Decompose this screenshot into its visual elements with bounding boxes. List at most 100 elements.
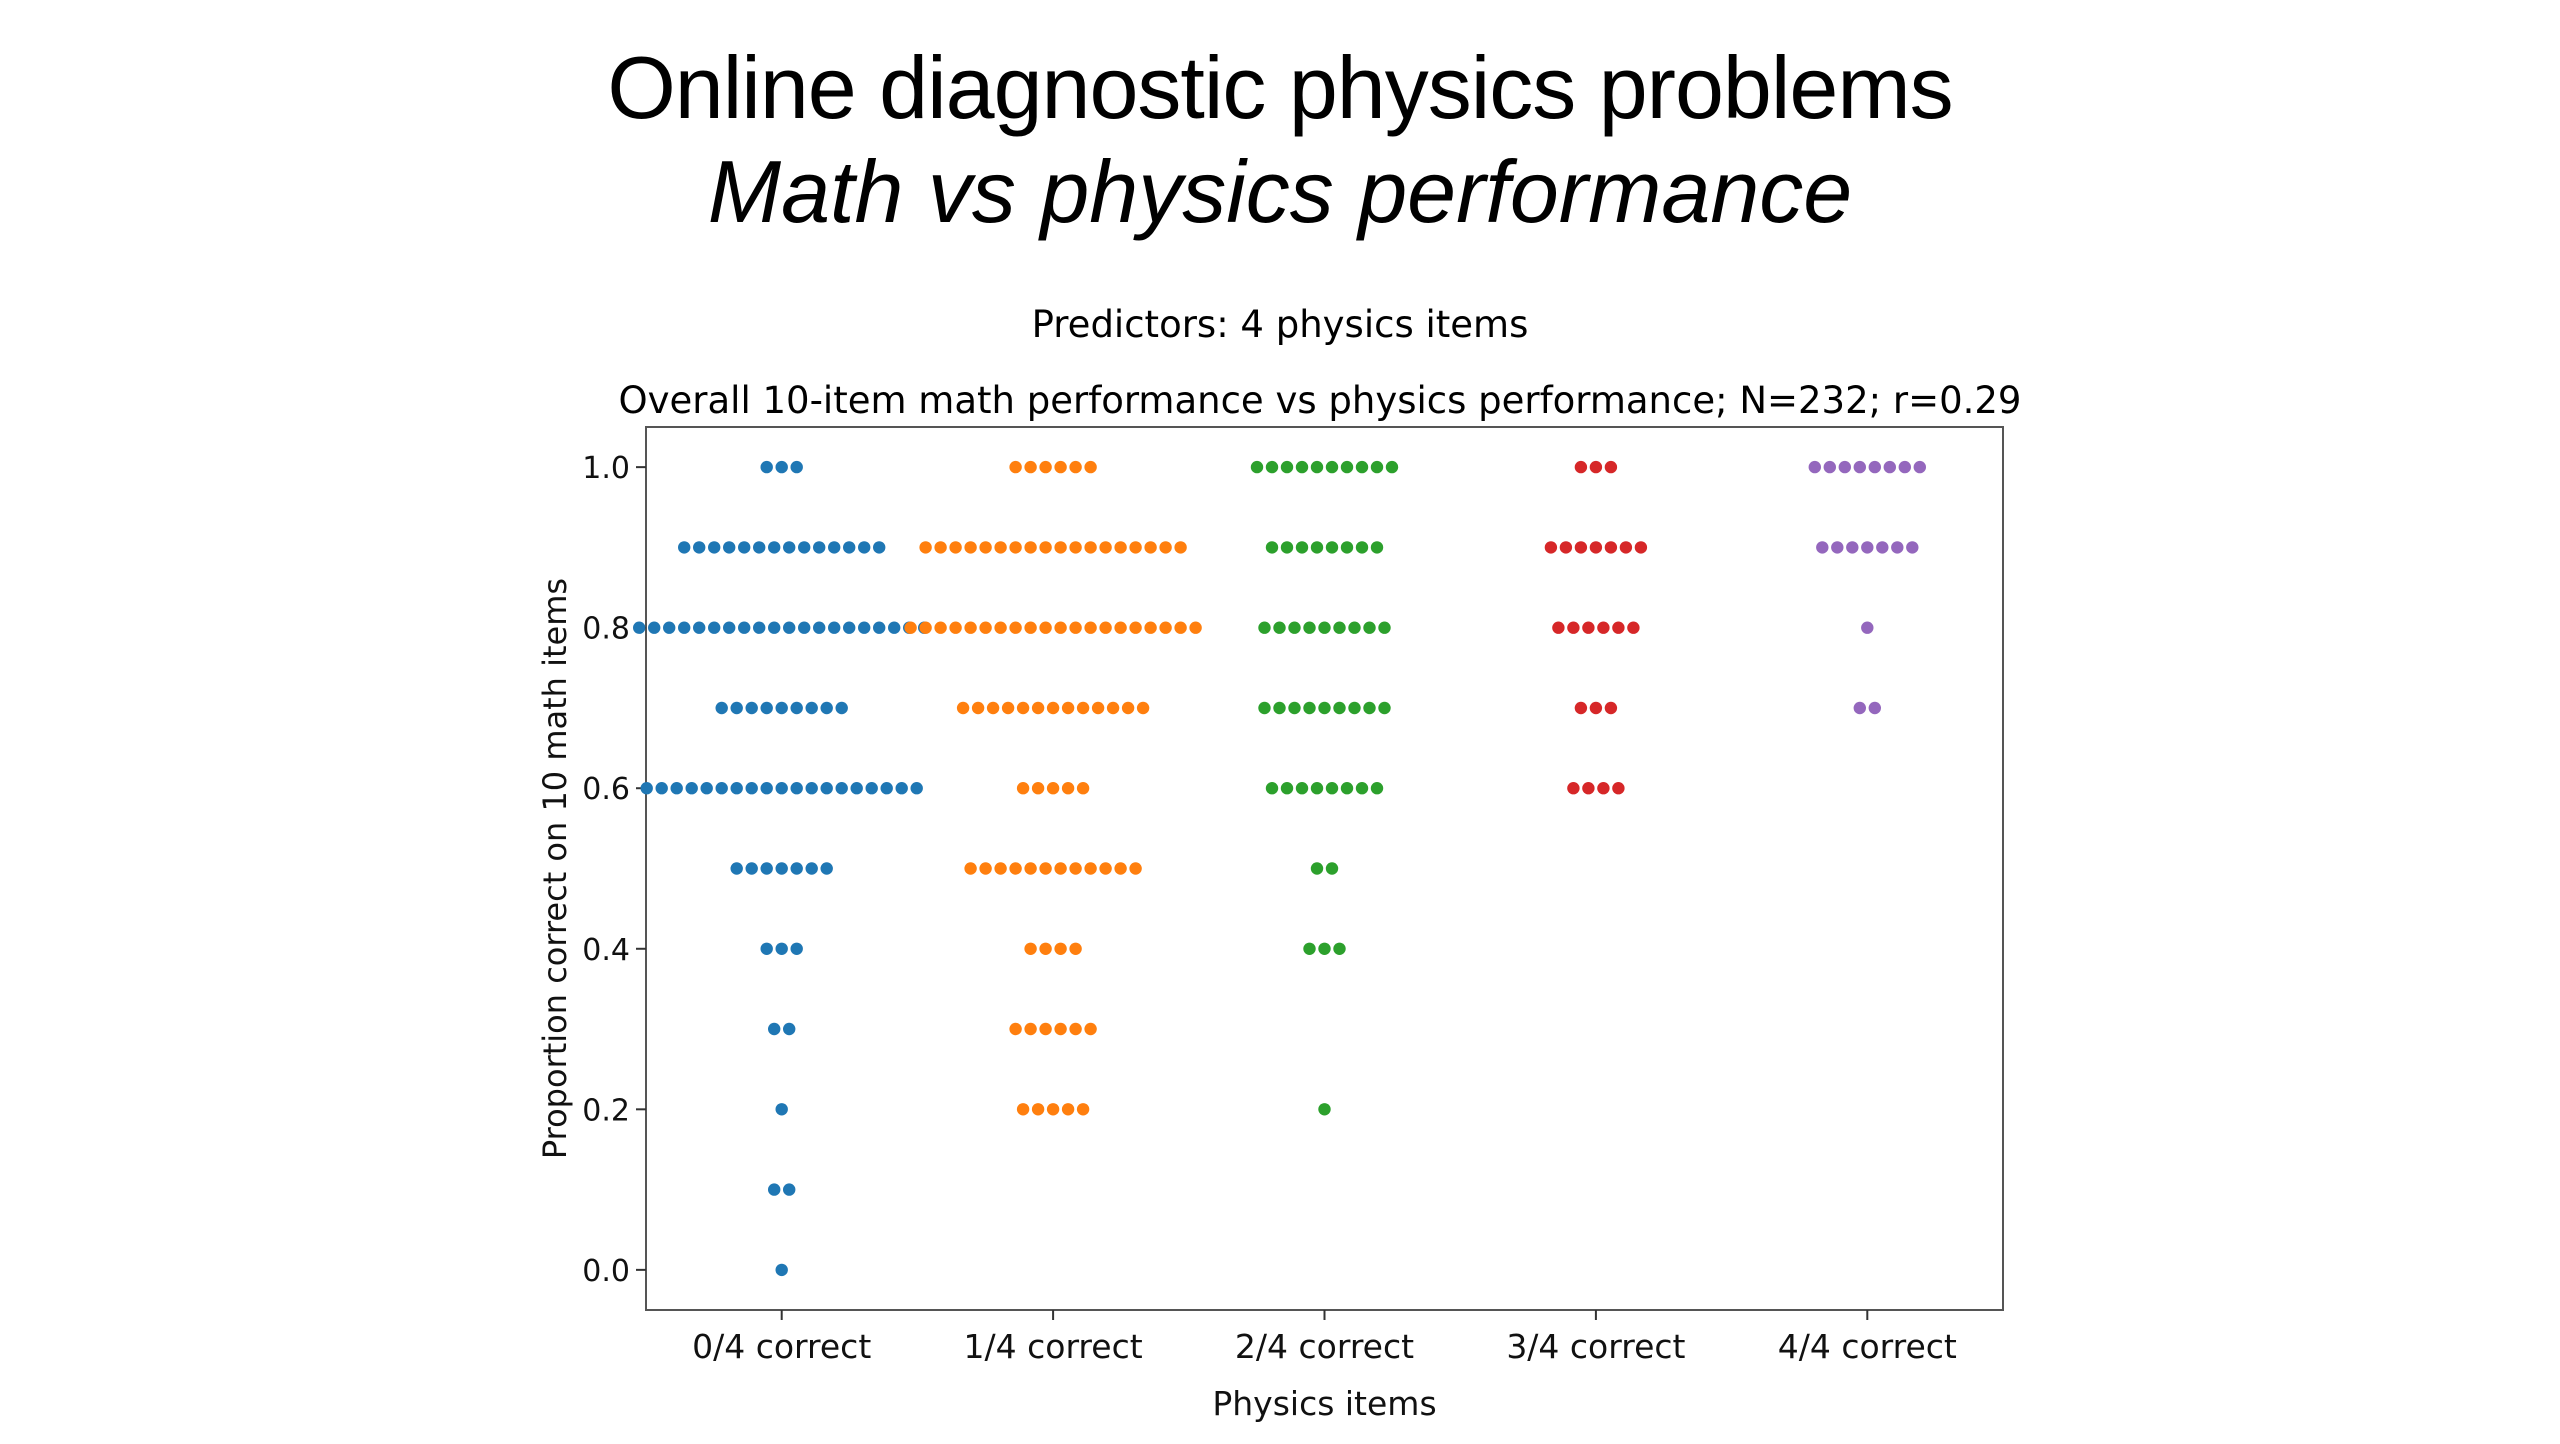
data-point bbox=[1370, 460, 1384, 474]
data-point bbox=[986, 701, 1000, 715]
data-point bbox=[1619, 541, 1633, 554]
data-point bbox=[1816, 541, 1829, 554]
data-point bbox=[805, 701, 818, 715]
data-point bbox=[1054, 942, 1067, 955]
x-tick-label: 3/4 correct bbox=[1506, 1327, 1685, 1366]
data-point bbox=[768, 621, 781, 634]
data-point bbox=[790, 862, 803, 875]
data-point bbox=[1273, 621, 1286, 634]
data-point bbox=[1189, 621, 1202, 634]
data-point bbox=[843, 541, 856, 554]
y-tick-label: 0.0 bbox=[582, 1254, 630, 1289]
data-point bbox=[994, 541, 1007, 554]
data-point bbox=[1039, 862, 1052, 875]
data-point bbox=[1868, 701, 1882, 715]
data-point bbox=[1084, 541, 1097, 554]
data-point bbox=[708, 541, 721, 554]
data-point bbox=[1016, 701, 1030, 715]
data-point bbox=[1061, 1103, 1075, 1116]
data-point bbox=[1039, 942, 1052, 955]
data-point bbox=[1129, 621, 1142, 634]
data-point bbox=[1340, 782, 1354, 795]
data-point bbox=[1129, 541, 1142, 554]
data-point bbox=[1174, 541, 1187, 554]
data-point bbox=[1898, 460, 1912, 474]
data-point bbox=[760, 701, 773, 715]
data-point bbox=[1076, 782, 1090, 795]
data-point bbox=[1046, 701, 1060, 715]
data-point bbox=[1310, 862, 1324, 875]
data-point bbox=[1114, 541, 1127, 554]
data-point bbox=[850, 782, 863, 795]
data-point bbox=[775, 1263, 788, 1277]
data-point bbox=[1567, 782, 1580, 795]
x-tick-label: 0/4 correct bbox=[692, 1327, 871, 1366]
data-point bbox=[1808, 460, 1822, 474]
data-point bbox=[1144, 621, 1157, 634]
data-point bbox=[1348, 621, 1361, 634]
data-point bbox=[1084, 460, 1097, 474]
data-point bbox=[1582, 782, 1595, 795]
data-point bbox=[678, 621, 691, 634]
data-point bbox=[1303, 942, 1316, 955]
data-point bbox=[1861, 541, 1874, 554]
data-point bbox=[760, 862, 773, 875]
data-point bbox=[1001, 701, 1015, 715]
data-point bbox=[843, 621, 856, 634]
data-point bbox=[1054, 621, 1067, 634]
data-point bbox=[715, 701, 728, 715]
data-point bbox=[1258, 621, 1271, 634]
data-point bbox=[858, 621, 871, 634]
data-point bbox=[1370, 541, 1384, 554]
data-point bbox=[670, 782, 683, 795]
data-point bbox=[1340, 541, 1354, 554]
data-point bbox=[663, 621, 676, 634]
data-point bbox=[1076, 701, 1090, 715]
data-point bbox=[1597, 782, 1610, 795]
data-point bbox=[783, 1183, 796, 1196]
data-point bbox=[1303, 701, 1316, 715]
data-point bbox=[790, 460, 803, 474]
data-point bbox=[1612, 782, 1625, 795]
data-point bbox=[964, 621, 977, 634]
data-point bbox=[1265, 460, 1279, 474]
x-axis-label: Physics items bbox=[1212, 1384, 1436, 1423]
data-point bbox=[1016, 1103, 1030, 1116]
data-point bbox=[1604, 541, 1618, 554]
data-point bbox=[1589, 460, 1603, 474]
data-point bbox=[1363, 621, 1376, 634]
data-point bbox=[934, 541, 947, 554]
data-point bbox=[1069, 862, 1082, 875]
data-point bbox=[979, 541, 992, 554]
data-point bbox=[768, 1183, 781, 1196]
data-point bbox=[790, 701, 803, 715]
data-point bbox=[1355, 541, 1369, 554]
data-point bbox=[1310, 541, 1324, 554]
data-point bbox=[904, 621, 917, 634]
data-point bbox=[828, 541, 841, 554]
data-point bbox=[1582, 621, 1595, 634]
data-point bbox=[1069, 541, 1082, 554]
series-2 bbox=[1250, 460, 1399, 1116]
data-point bbox=[1024, 621, 1037, 634]
data-point bbox=[640, 782, 653, 795]
data-point bbox=[1009, 460, 1022, 474]
data-point bbox=[678, 541, 691, 554]
data-point bbox=[858, 541, 871, 554]
data-point bbox=[1325, 782, 1339, 795]
data-point bbox=[1385, 460, 1399, 474]
series-3 bbox=[1544, 460, 1648, 795]
data-point bbox=[1567, 621, 1580, 634]
data-point bbox=[1054, 862, 1067, 875]
data-point bbox=[1009, 541, 1022, 554]
data-point bbox=[994, 862, 1007, 875]
data-point bbox=[738, 621, 751, 634]
data-point bbox=[1016, 782, 1030, 795]
data-point bbox=[805, 862, 818, 875]
data-point bbox=[708, 621, 721, 634]
data-point bbox=[738, 541, 751, 554]
data-point bbox=[835, 701, 848, 715]
data-point bbox=[1031, 1103, 1045, 1116]
